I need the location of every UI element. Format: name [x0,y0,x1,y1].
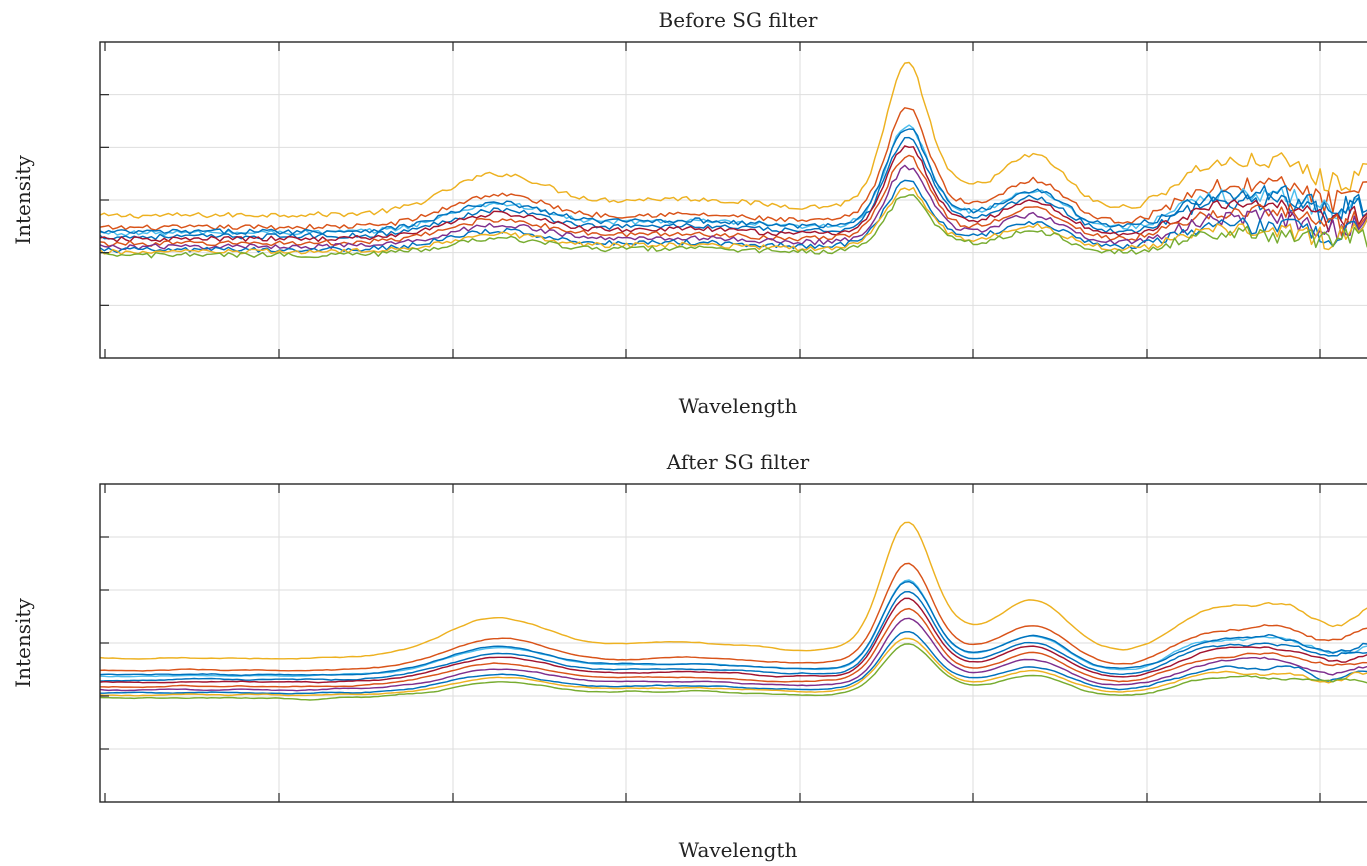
series-line-6 [100,597,1367,684]
series-line-7 [100,607,1367,689]
series-line-10 [100,186,1367,256]
series-line-10 [100,637,1367,697]
series-lines [100,521,1367,701]
series-line-9 [100,630,1367,695]
panel-after-sg-filter: After SG filter Wavelength Intensity [11,450,1367,862]
series-lines [100,61,1367,259]
series-line-2 [100,107,1367,231]
series-line-7 [100,154,1367,247]
grid [100,484,1367,802]
chart-title: After SG filter [666,450,810,474]
x-axis-label: Wavelength [679,394,798,418]
series-line-4 [100,580,1367,677]
tick-marks [100,484,1321,802]
series-line-3 [100,124,1367,237]
series-line-11 [100,643,1367,701]
y-axis-label: Intensity [11,598,35,688]
series-line-1 [100,521,1367,660]
series-line-4 [100,128,1367,235]
chart-title: Before SG filter [659,8,818,32]
series-line-6 [100,145,1367,243]
series-line-9 [100,179,1367,254]
series-line-5 [100,590,1367,682]
y-axis-label: Intensity [11,155,35,245]
series-line-8 [100,617,1367,692]
tick-marks [100,42,1321,358]
grid [100,42,1367,358]
x-axis-label: Wavelength [679,838,798,862]
series-line-1 [100,61,1367,219]
series-line-11 [100,194,1367,259]
series-line-2 [100,562,1367,672]
panel-before-sg-filter: Before SG filter Wavelength Intensity [11,8,1367,418]
